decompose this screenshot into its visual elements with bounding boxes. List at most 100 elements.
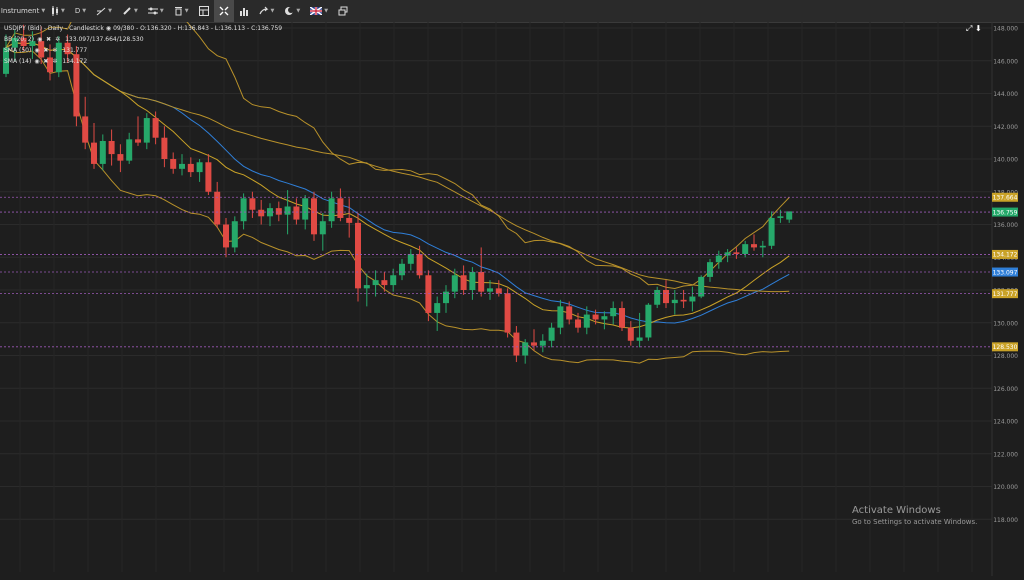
pencil-icon bbox=[123, 7, 131, 15]
candle-body bbox=[504, 293, 511, 333]
candle-body bbox=[610, 308, 617, 317]
candle-body bbox=[363, 285, 370, 289]
price-marker-label-bg bbox=[992, 249, 1018, 259]
close-icon[interactable]: ✖ bbox=[46, 35, 52, 43]
timeframe-dropdown[interactable]: D ▼ bbox=[70, 0, 91, 22]
chevron-down-icon: ▼ bbox=[296, 8, 301, 14]
activation-watermark: Activate Windows Go to Settings to activ… bbox=[852, 505, 977, 526]
delete-button[interactable]: ▼ bbox=[169, 0, 194, 22]
y-tick-label: 130.000 bbox=[993, 320, 1018, 327]
candle-body bbox=[663, 290, 669, 304]
candle-body bbox=[654, 290, 661, 305]
close-icon[interactable]: ✖ bbox=[43, 57, 49, 65]
candle-body bbox=[487, 288, 493, 292]
candle-body bbox=[557, 306, 564, 328]
candle-body bbox=[302, 198, 309, 220]
share-button[interactable]: ▼ bbox=[254, 0, 280, 22]
instrument-dropdown[interactable]: Instrument ▼ bbox=[0, 0, 46, 22]
indicators-button[interactable] bbox=[234, 0, 254, 22]
candle-body bbox=[275, 208, 282, 215]
candle-body bbox=[240, 198, 247, 222]
candle-body bbox=[258, 209, 265, 217]
legend-header-row: USDJPY (Bid) - Daily - Candlestick ◉ 09/… bbox=[4, 23, 282, 34]
candle-body bbox=[99, 140, 106, 164]
candle-body bbox=[346, 217, 353, 223]
fib-button[interactable]: ▼ bbox=[143, 0, 169, 22]
candle-body bbox=[91, 142, 97, 164]
candle-body bbox=[451, 275, 458, 292]
chevron-down-icon: ▼ bbox=[270, 8, 275, 14]
eye-icon[interactable]: ◉ bbox=[105, 25, 112, 32]
watermark-title: Activate Windows bbox=[852, 505, 941, 516]
chart-legend: USDJPY (Bid) - Daily - Candlestick ◉ 09/… bbox=[4, 23, 282, 67]
candle-body bbox=[689, 296, 696, 302]
y-tick-label: 136.000 bbox=[993, 222, 1018, 229]
candle-body bbox=[38, 41, 45, 58]
gear-icon[interactable]: ✲ bbox=[52, 46, 58, 54]
candle-body bbox=[64, 42, 71, 55]
candle-body bbox=[627, 327, 634, 341]
layout-button[interactable] bbox=[194, 0, 214, 22]
candle-body bbox=[416, 253, 423, 276]
close-icon[interactable]: ✖ bbox=[43, 46, 49, 54]
chart-type-button[interactable]: ▼ bbox=[46, 0, 70, 22]
ohlc-values: 09/380 - O:136.320 - H:136.843 - L:136.1… bbox=[113, 25, 283, 32]
price-marker-label: 131.777 bbox=[993, 291, 1018, 298]
candle-body bbox=[355, 222, 361, 289]
candle-body bbox=[522, 342, 529, 356]
expand-icon[interactable]: ⤢ bbox=[966, 24, 973, 33]
bar-chart-icon bbox=[239, 8, 248, 16]
candle-body bbox=[539, 340, 546, 346]
fib-icon bbox=[147, 7, 158, 15]
price-marker-label-bg bbox=[992, 342, 1018, 352]
eye-icon[interactable]: ◉ bbox=[34, 57, 40, 65]
candle-body bbox=[707, 262, 713, 277]
bb-name: BB (20, 2) bbox=[4, 36, 35, 43]
y-tick-label: 128.000 bbox=[993, 353, 1018, 360]
candle-body bbox=[733, 252, 740, 254]
candle-body bbox=[143, 118, 150, 143]
y-tick-label: 122.000 bbox=[993, 451, 1018, 458]
language-button[interactable]: ▼ bbox=[305, 0, 333, 22]
candle-body bbox=[698, 276, 705, 297]
candle-body bbox=[82, 116, 89, 143]
chevron-down-icon: ▼ bbox=[41, 8, 46, 14]
candle-body bbox=[284, 206, 291, 215]
bollinger-upper-line bbox=[5, 0, 790, 290]
popout-button[interactable] bbox=[333, 0, 353, 22]
candle-body bbox=[742, 244, 749, 254]
price-marker-label-bg bbox=[992, 267, 1018, 277]
y-tick-label: 148.000 bbox=[993, 26, 1018, 33]
chart-corner-tools: ⤢ ⬇ bbox=[966, 24, 982, 34]
price-marker-label: 137.664 bbox=[993, 195, 1018, 202]
candle-body bbox=[425, 275, 432, 313]
chevron-down-icon: ▼ bbox=[184, 8, 189, 14]
eye-icon[interactable]: ◉ bbox=[37, 35, 43, 43]
line-tool-button[interactable]: ▼ bbox=[91, 0, 117, 22]
crosshair-button[interactable] bbox=[213, 0, 234, 22]
bb-values: 133.097/137.664/128.530 bbox=[65, 36, 144, 43]
candle-body bbox=[20, 37, 27, 47]
timeframe-label: D bbox=[74, 7, 81, 15]
download-icon[interactable]: ⬇ bbox=[974, 24, 982, 33]
watermark-subtitle: Go to Settings to activate Windows. bbox=[852, 518, 978, 526]
share-icon bbox=[258, 6, 268, 15]
theme-button[interactable]: ▼ bbox=[279, 0, 305, 22]
chevron-down-icon: ▼ bbox=[108, 8, 112, 14]
layout-icon bbox=[198, 6, 209, 16]
gear-icon[interactable]: ✲ bbox=[52, 57, 58, 65]
pencil-button[interactable]: ▼ bbox=[117, 0, 143, 22]
candle-body bbox=[469, 271, 476, 290]
candle-body bbox=[575, 319, 581, 328]
price-marker-label-bg bbox=[992, 289, 1018, 299]
y-tick-label: 138.000 bbox=[993, 189, 1018, 196]
candle-body bbox=[108, 140, 115, 155]
eye-icon[interactable]: ◉ bbox=[34, 46, 40, 54]
toolbar: Instrument ▼ ▼ D ▼ ▼ ▼ ▼ ▼ ▼ ▼ ▼ bbox=[0, 0, 1024, 23]
y-tick-label: 120.000 bbox=[993, 484, 1018, 491]
legend-sma14-row: SMA (14) ◉ ✖ ✲ 134.172 bbox=[4, 56, 282, 67]
price-marker-label: 133.097 bbox=[993, 269, 1018, 276]
gear-icon[interactable]: ✲ bbox=[55, 35, 61, 43]
